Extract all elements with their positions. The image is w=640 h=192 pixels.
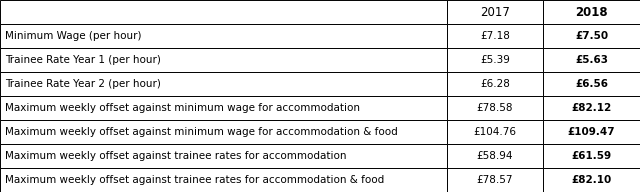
- Bar: [447, 24, 543, 48]
- Bar: [0, 72, 447, 96]
- Bar: [543, 24, 640, 48]
- Text: £82.10: £82.10: [572, 175, 612, 185]
- Bar: [543, 168, 640, 192]
- Text: £7.18: £7.18: [480, 31, 510, 41]
- Bar: [543, 120, 640, 144]
- Bar: [0, 144, 447, 168]
- Text: £82.12: £82.12: [572, 103, 612, 113]
- Text: £6.28: £6.28: [480, 79, 510, 89]
- Text: £109.47: £109.47: [568, 127, 616, 137]
- Text: Trainee Rate Year 2 (per hour): Trainee Rate Year 2 (per hour): [5, 79, 161, 89]
- Bar: [447, 120, 543, 144]
- Bar: [447, 96, 543, 120]
- Text: £5.39: £5.39: [480, 55, 510, 65]
- Bar: [447, 144, 543, 168]
- Text: Maximum weekly offset against trainee rates for accommodation & food: Maximum weekly offset against trainee ra…: [5, 175, 385, 185]
- Bar: [543, 48, 640, 72]
- Text: 2018: 2018: [575, 6, 608, 18]
- Text: 2017: 2017: [480, 6, 510, 18]
- Bar: [0, 96, 447, 120]
- Text: £61.59: £61.59: [572, 151, 612, 161]
- Text: £6.56: £6.56: [575, 79, 608, 89]
- Bar: [543, 144, 640, 168]
- Bar: [0, 168, 447, 192]
- Bar: [543, 72, 640, 96]
- Text: Minimum Wage (per hour): Minimum Wage (per hour): [5, 31, 141, 41]
- Bar: [447, 0, 543, 24]
- Bar: [0, 24, 447, 48]
- Text: £78.58: £78.58: [477, 103, 513, 113]
- Text: £5.63: £5.63: [575, 55, 608, 65]
- Text: £7.50: £7.50: [575, 31, 608, 41]
- Text: Maximum weekly offset against minimum wage for accommodation: Maximum weekly offset against minimum wa…: [5, 103, 360, 113]
- Bar: [0, 0, 447, 24]
- Text: £58.94: £58.94: [477, 151, 513, 161]
- Bar: [447, 168, 543, 192]
- Bar: [0, 120, 447, 144]
- Text: £78.57: £78.57: [477, 175, 513, 185]
- Text: Trainee Rate Year 1 (per hour): Trainee Rate Year 1 (per hour): [5, 55, 161, 65]
- Text: Maximum weekly offset against trainee rates for accommodation: Maximum weekly offset against trainee ra…: [5, 151, 347, 161]
- Bar: [447, 48, 543, 72]
- Bar: [543, 0, 640, 24]
- Text: £104.76: £104.76: [474, 127, 516, 137]
- Bar: [0, 48, 447, 72]
- Text: Maximum weekly offset against minimum wage for accommodation & food: Maximum weekly offset against minimum wa…: [5, 127, 398, 137]
- Bar: [447, 72, 543, 96]
- Bar: [543, 96, 640, 120]
